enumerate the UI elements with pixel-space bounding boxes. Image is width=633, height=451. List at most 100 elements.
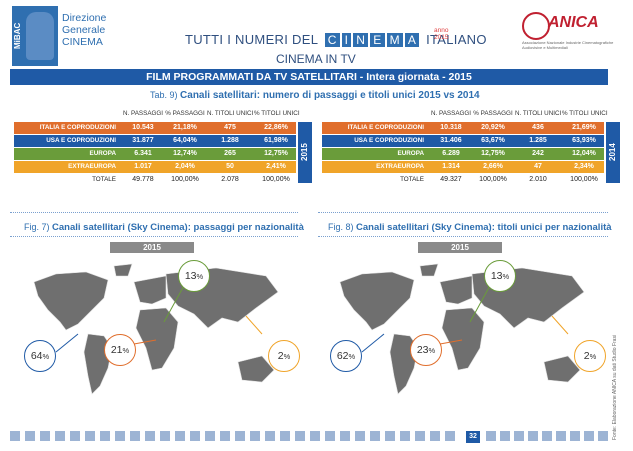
bubble-value: 21	[110, 344, 123, 356]
table-cell: 242	[532, 150, 544, 157]
footer-square	[100, 431, 110, 441]
table-row-total: TOTALE 49.778 100,00% 2.078 100,00%	[14, 174, 296, 186]
percent-sign: %	[42, 352, 50, 361]
table-row-europa: EUROPA 6.341 12,74% 265 12,75%	[14, 148, 296, 160]
total-cell: 100,00%	[570, 176, 598, 183]
table-2015: N. PASSAGGI% PASSAGGI N. TITOLI UNICI% TI…	[14, 110, 312, 190]
mibac-vertical-text: MiBAC	[13, 22, 22, 50]
row-label: USA E COPRODUZIONI	[354, 137, 424, 144]
total-cell: 2.010	[529, 176, 547, 183]
percent-sign: %	[589, 352, 597, 361]
table-cell: 2,34%	[574, 163, 594, 170]
figure-8-caption: Fig. 8) Canali satellitari (Sky Cinema):…	[328, 222, 612, 233]
footer-square	[190, 431, 200, 441]
total-label: TOTALE	[92, 176, 116, 183]
figure-8-year: 2015	[418, 242, 502, 253]
cinema-letter: I	[341, 33, 352, 47]
bubble-value: 13	[490, 270, 503, 282]
table-cell: 265	[224, 150, 236, 157]
mibac-name: Direzione Generale CINEMA	[62, 12, 106, 48]
divider	[10, 236, 298, 237]
title-left: TUTTI I NUMERI DEL	[185, 32, 318, 47]
column-header: N. TITOLI UNICI	[207, 110, 254, 117]
bubble-value: 62	[336, 350, 349, 362]
table-cell: 1.017	[134, 163, 152, 170]
footer-square	[250, 431, 260, 441]
connector-line	[551, 315, 569, 335]
table-cell: 47	[534, 163, 542, 170]
table-row-europa: EUROPA 6.289 12,75% 242 12,04%	[322, 148, 604, 160]
table-cell: 20,92%	[481, 124, 505, 131]
table-row-italia: ITALIA E COPRODUZIONI 10.318 20,92% 436 21,6…	[322, 122, 604, 134]
footer-square	[400, 431, 410, 441]
continent-shape	[419, 263, 439, 277]
table-cell: 64,04%	[173, 137, 197, 144]
bubble-extra: 2%	[268, 340, 300, 372]
title-year: anno 2015	[434, 27, 448, 41]
footer-square	[430, 431, 440, 441]
cinema-letter: N	[353, 33, 369, 47]
column-header: % PASSAGGI	[165, 110, 205, 117]
column-header: N. PASSAGGI	[430, 110, 472, 117]
footer-square	[265, 431, 275, 441]
world-map-svg	[339, 263, 585, 395]
year-tab-2015: 2015	[298, 122, 312, 183]
connector-line	[55, 333, 79, 353]
table-row-extra: EXTRAEUROPA 1.017 2,04% 50 2,41%	[14, 161, 296, 173]
continent-shape	[33, 271, 109, 331]
row-label: EXTRAEUROPA	[376, 163, 424, 170]
bubble-usa: 64%	[24, 340, 56, 372]
table-row-italia: ITALIA E COPRODUZIONI 10.543 21,18% 475 22,8…	[14, 122, 296, 134]
footer-square	[385, 431, 395, 441]
table-caption-prefix: Tab. 9)	[150, 90, 178, 100]
table-cell: 61,98%	[264, 137, 288, 144]
column-header: % TITOLI UNICI	[562, 110, 608, 117]
footer-square	[280, 431, 290, 441]
footer-square	[220, 431, 230, 441]
footer-square	[340, 431, 350, 441]
figure-7-title: Canali satellitari (Sky Cinema): passagg…	[52, 222, 304, 233]
total-cell: 49.778	[132, 176, 154, 183]
column-header: % TITOLI UNICI	[254, 110, 300, 117]
footer-square	[415, 431, 425, 441]
table-cell: 12,75%	[481, 150, 505, 157]
percent-sign: %	[196, 272, 204, 281]
cinema-letter: M	[386, 33, 403, 47]
row-label: EXTRAEUROPA	[68, 163, 116, 170]
year-tab-2014: 2014	[606, 122, 620, 183]
percent-sign: %	[122, 346, 130, 355]
table-cell: 436	[532, 124, 544, 131]
footer-square	[70, 431, 80, 441]
table-2014: N. PASSAGGI% PASSAGGI N. TITOLI UNICI% TI…	[322, 110, 620, 190]
footer-square	[355, 431, 365, 441]
table-caption: Tab. 9) Canali satellitari: numero di pa…	[150, 90, 480, 101]
bubble-value: 13	[184, 270, 197, 282]
footer-square	[514, 431, 524, 441]
mibac-line-1: Direzione	[62, 12, 107, 24]
connector-line	[439, 339, 463, 345]
column-header: N. PASSAGGI	[122, 110, 164, 117]
footer-square	[175, 431, 185, 441]
table-caption-text: Canali satellitari: numero di passaggi e…	[180, 90, 480, 101]
continent-shape	[133, 275, 167, 305]
figure-8-title: Canali satellitari (Sky Cinema): titoli …	[356, 222, 612, 233]
mibac-logo: MiBAC Direzione Generale CINEMA	[12, 6, 124, 66]
total-label: TOTALE	[400, 176, 424, 183]
table-cell: 22,86%	[264, 124, 288, 131]
column-header: N. TITOLI UNICI	[515, 110, 562, 117]
page-subtitle: CINEMA IN TV	[276, 52, 356, 66]
total-cell: 100,00%	[262, 176, 290, 183]
percent-sign: %	[428, 346, 436, 355]
continent-shape	[113, 263, 133, 277]
footer-square	[235, 431, 245, 441]
table-row-extra: EXTRAEUROPA 1.314 2,66% 47 2,34%	[322, 161, 604, 173]
title-right: ITALIANO	[426, 32, 487, 47]
footer-square	[584, 431, 594, 441]
figure-7-caption: Fig. 7) Canali satellitari (Sky Cinema):…	[24, 222, 304, 233]
footer-square	[85, 431, 95, 441]
mibac-line-3: CINEMA	[62, 36, 103, 48]
footer-square	[160, 431, 170, 441]
